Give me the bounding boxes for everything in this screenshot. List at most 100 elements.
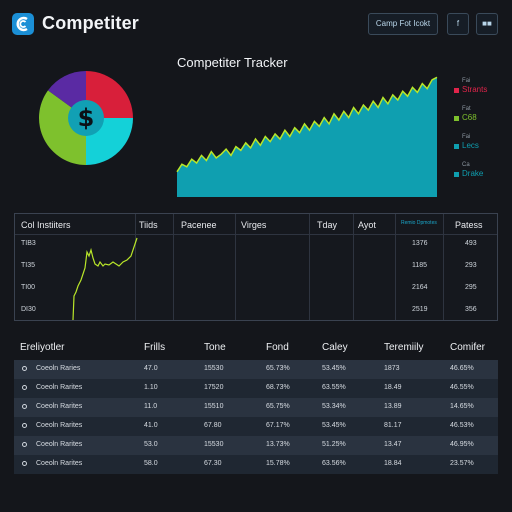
cell: 23.57% [450,460,474,467]
row-label: TI00 [21,284,36,291]
column-header[interactable]: Remio Dpmotes [401,220,437,226]
grid-view-button[interactable]: ■■ [476,13,498,35]
column-header[interactable]: Pacenee [181,220,217,230]
cell: 293 [465,262,477,269]
app-title: Competiter [42,13,140,33]
row-label: DI30 [21,306,36,313]
column-header[interactable]: Tone [204,342,226,353]
cell: 1873 [384,365,400,372]
cell: 63.55% [322,384,346,391]
legend-item: Fat C68 [454,106,510,134]
table-row[interactable]: Coeoln Rarites 1.10 17520 68.73% 63.55% … [14,379,498,398]
divider [309,214,310,320]
column-header[interactable]: Frills [144,342,166,353]
area-chart [176,70,438,203]
legend-value: Drake [462,169,484,178]
legend-name: Fai [462,134,471,140]
pie-center [68,100,104,136]
row-radio-icon[interactable] [22,423,27,428]
cell: 53.45% [322,422,346,429]
cell: 295 [465,284,477,291]
cell: 46.65% [450,365,474,372]
cell: 11.0 [144,403,158,410]
column-header[interactable]: Virges [241,220,267,230]
cell: 65.73% [266,365,290,372]
legend-swatch [454,144,459,149]
column-header[interactable]: Tiids [139,220,158,230]
pie-slice [39,90,86,165]
cell: Coeoln Rarites [36,384,83,391]
app-logo-icon[interactable] [12,13,34,35]
cell: 15510 [204,403,224,410]
cell: 1.10 [144,384,158,391]
chart-legend: Fai Strants Fat C68 Fai Lecs Ca Drake [454,78,510,190]
column-header[interactable]: Caley [322,342,348,353]
row-radio-icon[interactable] [22,366,27,371]
divider [135,214,136,320]
cell: 13.89 [384,403,402,410]
cell: 13.47 [384,441,402,448]
cell: Coeoln Rarites [36,460,83,467]
cell: 15.78% [266,460,290,467]
legend-name: Ca [462,162,470,168]
column-header[interactable]: Tday [317,220,338,230]
column-header[interactable]: Teremiily [384,342,424,353]
row-radio-icon[interactable] [22,404,27,409]
table-row[interactable]: Coeoln Rarites 41.0 67.80 67.17% 53.45% … [14,417,498,436]
legend-value: C68 [462,113,477,122]
cell: 67.30 [204,460,222,467]
cell: 53.0 [144,441,158,448]
cell: 15530 [204,365,224,372]
column-header[interactable]: Col Instiiters [21,220,71,230]
legend-name: Fai [462,78,471,84]
cell: 18.49 [384,384,402,391]
column-header[interactable]: Fond [266,342,289,353]
cell: 14.65% [450,403,474,410]
cell: 1376 [412,240,428,247]
cell: 46.55% [450,384,474,391]
legend-item: Ca Drake [454,162,510,190]
table-row[interactable]: Coeoln Rarites 53.0 15530 13.73% 51.25% … [14,436,498,455]
cell: Coeoln Rarites [36,441,83,448]
campaign-button[interactable]: Camp Fot Icokt [368,13,438,35]
row-radio-icon[interactable] [22,385,27,390]
divider [15,234,497,235]
row-radio-icon[interactable] [22,442,27,447]
cell: 2519 [412,306,428,313]
cell: 51.25% [322,441,346,448]
legend-value: Strants [462,85,488,94]
divider [353,214,354,320]
table-row[interactable]: Coeoln Raries 47.0 15530 65.73% 53.45% 1… [14,360,498,379]
cell: 41.0 [144,422,158,429]
cell: Coeoln Raries [36,365,81,372]
column-header[interactable]: Comifer [450,342,486,353]
cell: 13.73% [266,441,290,448]
cell: 1185 [412,262,428,269]
cell: 46.95% [450,441,474,448]
facebook-button[interactable]: f [447,13,469,35]
cell: 356 [465,306,477,313]
pie-chart: $ [38,70,134,171]
row-label: TI35 [21,262,36,269]
legend-item: Fai Lecs [454,134,510,162]
table-row[interactable]: Coeoln Rarites 58.0 67.30 15.78% 63.56% … [14,455,498,474]
cell: 68.73% [266,384,290,391]
app-header: Competiter Camp Fot Icokt f ■■ [0,0,512,48]
cell: 67.80 [204,422,222,429]
cell: 53.34% [322,403,346,410]
column-header[interactable]: Patess [455,220,483,230]
sparkline [72,237,138,320]
column-header[interactable]: Ayot [358,220,376,230]
row-label: TIB3 [21,240,36,247]
table-row[interactable]: Coeoln Rarites 11.0 15510 65.75% 53.34% … [14,398,498,417]
row-radio-icon[interactable] [22,461,27,466]
divider [173,214,174,320]
legend-swatch [454,116,459,121]
cell: 46.53% [450,422,474,429]
chart-title: Competiter Tracker [177,55,288,70]
cell: 493 [465,240,477,247]
column-header[interactable]: Ereliyotler [20,342,65,353]
legend-value: Lecs [462,141,479,150]
cell: 47.0 [144,365,158,372]
cell: 58.0 [144,460,158,467]
